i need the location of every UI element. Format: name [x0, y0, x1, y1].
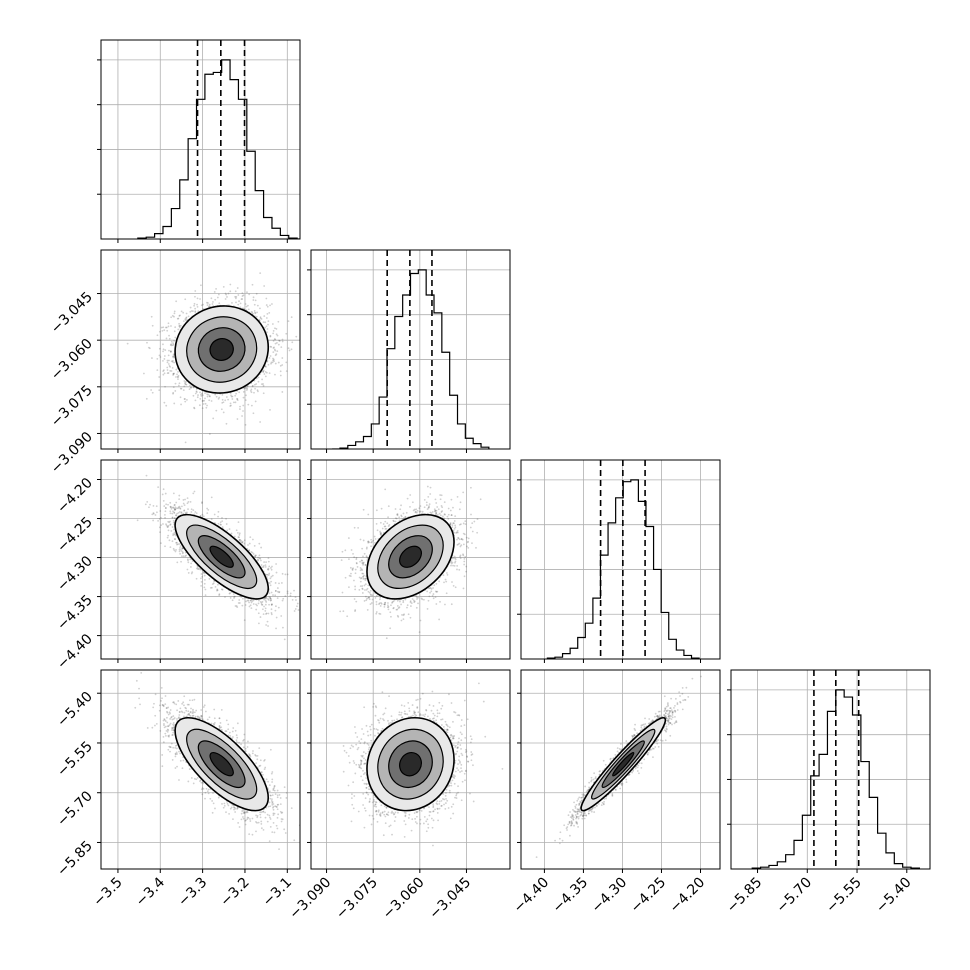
contour-level-3: [399, 545, 422, 568]
panel-frame: [100, 669, 301, 870]
panel-frame: [310, 669, 511, 870]
x-tick-label: −3.3: [175, 875, 210, 910]
x-tick-label: −4.35: [550, 875, 592, 917]
contour-level-3: [612, 751, 635, 777]
y-tick-label: −3.045: [48, 289, 96, 337]
panel-1-0: −3.090−3.075−3.060−3.045: [48, 249, 301, 477]
y-tick-label: −4.35: [54, 592, 96, 634]
panel-2-0: −4.40−4.35−4.30−4.25−4.20: [54, 459, 301, 673]
x-tick-label: −3.045: [426, 875, 474, 923]
x-tick-label: −4.25: [628, 875, 670, 917]
panel-frame: [310, 459, 511, 660]
panel-2-1: [307, 459, 511, 663]
panel-frame: [730, 669, 931, 870]
panel-3-3: −5.85 −5.70 −5.55 −5.40: [724, 669, 931, 917]
y-tick-label: −3.075: [48, 382, 96, 430]
x-tick-label: −3.2: [217, 875, 252, 910]
contour-level-3: [209, 338, 234, 361]
y-tick-label: −4.30: [54, 553, 96, 595]
y-tick-label: −3.060: [48, 336, 96, 384]
x-tick-label: −3.5: [90, 875, 125, 910]
y-tick-label: −5.70: [54, 788, 96, 830]
contour-level-3: [399, 751, 422, 777]
x-tick-label: −4.30: [589, 875, 631, 917]
x-tick-label: −5.40: [873, 875, 915, 917]
x-tick-label: −5.55: [823, 875, 865, 917]
x-tick-label: −5.85: [724, 875, 766, 917]
y-tick-label: −5.85: [54, 838, 96, 880]
histogram-2: [546, 479, 700, 659]
panel-3-2: −4.40−4.35−4.30−4.25−4.20: [511, 669, 721, 917]
panel-3-1: −3.090−3.075−3.060−3.045: [286, 669, 511, 923]
x-tick-label: −4.40: [511, 875, 553, 917]
y-tick-label: −4.20: [54, 475, 96, 517]
panel-0-0: [97, 39, 301, 243]
panel-frame: [520, 669, 721, 870]
x-tick-label: −3.090: [286, 875, 334, 923]
x-tick-label: −3.075: [333, 875, 381, 923]
panel-frame: [310, 249, 511, 450]
panel-frame: [100, 459, 301, 660]
y-tick-label: −4.40: [54, 631, 96, 673]
panel-frame: [100, 249, 301, 450]
panel-frame: [100, 39, 301, 240]
y-tick-label: −5.40: [54, 689, 96, 731]
y-tick-label: −5.55: [54, 738, 96, 780]
x-tick-label: −3.1: [260, 875, 295, 910]
panel-1-1: [307, 249, 511, 453]
panel-frame: [520, 459, 721, 660]
x-tick-label: −3.060: [380, 875, 428, 923]
histogram-0: [137, 59, 300, 239]
y-tick-label: −4.25: [54, 514, 96, 556]
panel-2-2: [517, 459, 721, 663]
contour-level-3: [209, 751, 234, 777]
contour-level-3: [209, 545, 234, 568]
x-tick-label: −4.20: [667, 875, 709, 917]
x-tick-label: −3.4: [133, 874, 168, 909]
y-tick-label: −3.090: [48, 429, 96, 477]
x-tick-label: −5.70: [773, 875, 815, 917]
panel-3-0: −3.5 −3.4 −3.3 −3.2 −3.1 −5.85 −5.70 −5.55 −5.40: [54, 669, 301, 910]
